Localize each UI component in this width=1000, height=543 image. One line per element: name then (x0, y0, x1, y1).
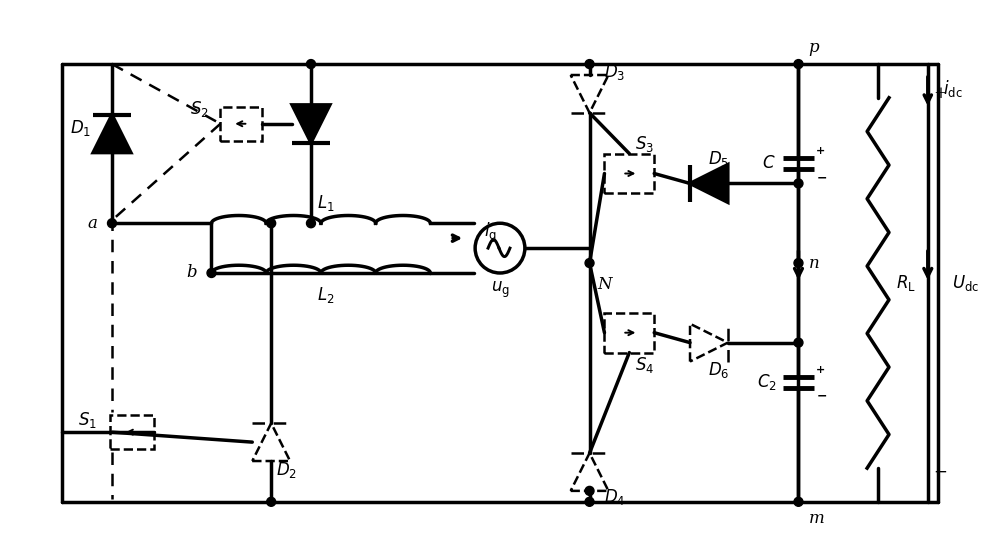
Circle shape (794, 60, 803, 68)
Circle shape (585, 60, 594, 68)
Text: $S_4$: $S_4$ (635, 355, 654, 375)
Text: m: m (808, 510, 824, 527)
Circle shape (306, 219, 315, 228)
Circle shape (585, 497, 594, 506)
Bar (110, 415, 154, 449)
Text: +: + (816, 146, 826, 156)
Text: $D_5$: $D_5$ (708, 149, 729, 168)
Text: n: n (808, 255, 819, 272)
Circle shape (794, 497, 803, 506)
Text: $R_{\rm L}$: $R_{\rm L}$ (896, 273, 916, 293)
Circle shape (306, 60, 315, 68)
Circle shape (475, 223, 525, 273)
Circle shape (794, 338, 803, 347)
Circle shape (794, 179, 803, 188)
Text: b: b (186, 264, 197, 281)
Circle shape (108, 219, 116, 228)
Text: −: − (816, 171, 827, 184)
Text: −: − (816, 390, 827, 403)
Circle shape (267, 219, 276, 228)
Text: $u_{\rm g}$: $u_{\rm g}$ (491, 280, 509, 300)
Bar (220, 107, 262, 141)
Circle shape (794, 258, 803, 268)
Text: +: + (933, 85, 947, 103)
Polygon shape (292, 105, 330, 143)
Text: $D_3$: $D_3$ (604, 62, 625, 82)
Text: +: + (816, 365, 826, 375)
Polygon shape (690, 165, 728, 203)
Bar (604, 313, 654, 352)
Text: $D_4$: $D_4$ (604, 487, 625, 507)
Text: $S_1$: $S_1$ (78, 410, 97, 430)
Text: $D_1$: $D_1$ (70, 118, 91, 138)
Text: a: a (87, 214, 97, 232)
Text: $D_6$: $D_6$ (708, 361, 730, 381)
Text: $i_{\rm dc}$: $i_{\rm dc}$ (943, 78, 962, 99)
Text: $S_3$: $S_3$ (635, 134, 654, 154)
Text: −: − (933, 464, 947, 481)
Text: $L_2$: $L_2$ (317, 285, 335, 305)
Text: $D_2$: $D_2$ (276, 460, 297, 480)
Circle shape (267, 497, 276, 506)
Text: $L_1$: $L_1$ (317, 193, 335, 213)
Text: $C$: $C$ (762, 155, 775, 172)
Circle shape (585, 258, 594, 268)
Bar (604, 154, 654, 193)
Circle shape (207, 269, 216, 277)
Text: p: p (808, 39, 819, 56)
Text: $U_{\rm dc}$: $U_{\rm dc}$ (952, 273, 979, 293)
Text: N: N (597, 276, 612, 293)
Text: $S_2$: $S_2$ (190, 99, 209, 119)
Text: $i_{\rm g}$: $i_{\rm g}$ (484, 221, 497, 245)
Polygon shape (93, 115, 131, 153)
Text: $C_2$: $C_2$ (757, 372, 777, 393)
Circle shape (585, 487, 594, 495)
